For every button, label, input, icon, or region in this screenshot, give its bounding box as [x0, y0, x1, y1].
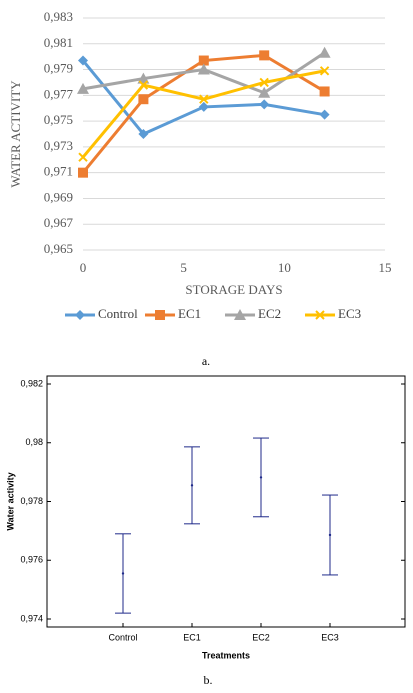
legend-marker	[234, 309, 246, 320]
marker	[77, 82, 89, 94]
marker	[198, 55, 209, 66]
x-tick-label: 5	[180, 260, 187, 275]
marker	[78, 152, 88, 162]
marker	[319, 86, 330, 97]
marker	[197, 63, 210, 75]
marker	[258, 86, 271, 98]
marker	[199, 94, 209, 104]
mean-point	[328, 533, 332, 537]
marker	[318, 46, 331, 58]
mean-point	[190, 484, 194, 487]
y-tick-label: 0,981	[44, 35, 73, 50]
plot-frame	[46, 375, 406, 628]
legend-label: EC1	[178, 306, 201, 321]
x-tick-label: EC1	[183, 632, 201, 642]
y-tick-label: 0,98	[25, 437, 43, 447]
legend-marker	[315, 310, 325, 320]
y-tick-label: 0,982	[20, 378, 43, 388]
legend-marker	[75, 310, 85, 320]
caption: b.	[204, 673, 213, 687]
mean-point	[121, 572, 125, 575]
marker	[198, 101, 209, 112]
y-tick-label: 0,977	[44, 86, 74, 101]
y-tick-label: 0,983	[44, 9, 73, 24]
x-tick-label: EC2	[252, 632, 270, 642]
y-axis-label: Water activity	[5, 472, 15, 530]
y-tick-label: 0,979	[44, 61, 73, 76]
y-tick-label: 0,971	[44, 164, 73, 179]
marker	[138, 80, 149, 90]
marker	[138, 129, 149, 139]
x-tick-label: EC3	[321, 632, 339, 642]
mean-point	[259, 476, 263, 479]
marker	[319, 66, 330, 76]
marker	[259, 99, 270, 110]
marker	[78, 167, 88, 178]
x-tick-label: 0	[80, 260, 87, 275]
x-tick-label: 10	[278, 260, 291, 275]
legend-marker	[155, 310, 165, 320]
marker	[259, 77, 269, 88]
x-axis-label: Treatments	[202, 650, 250, 660]
y-tick-label: 0,978	[20, 496, 43, 506]
marker	[319, 109, 330, 120]
y-tick-label: 0,974	[20, 613, 43, 623]
marker	[259, 50, 270, 61]
y-tick-label: 0,973	[44, 138, 73, 153]
legend-label: Control	[98, 306, 138, 321]
y-tick-label: 0,975	[44, 112, 73, 127]
y-tick-label: 0,976	[20, 555, 43, 565]
legend-label: EC3	[338, 306, 361, 321]
x-tick-label: Control	[108, 632, 137, 642]
marker	[138, 94, 149, 105]
x-axis-label: STORAGE DAYS	[185, 282, 282, 297]
marker	[78, 55, 88, 66]
y-tick-label: 0,969	[44, 189, 73, 204]
legend-label: EC2	[258, 306, 281, 321]
caption: a.	[202, 354, 210, 368]
x-tick-label: 15	[379, 260, 392, 275]
y-tick-label: 0,965	[44, 241, 73, 256]
y-tick-label: 0,967	[44, 215, 74, 230]
y-axis-label: WATER ACTIVITY	[8, 80, 23, 188]
